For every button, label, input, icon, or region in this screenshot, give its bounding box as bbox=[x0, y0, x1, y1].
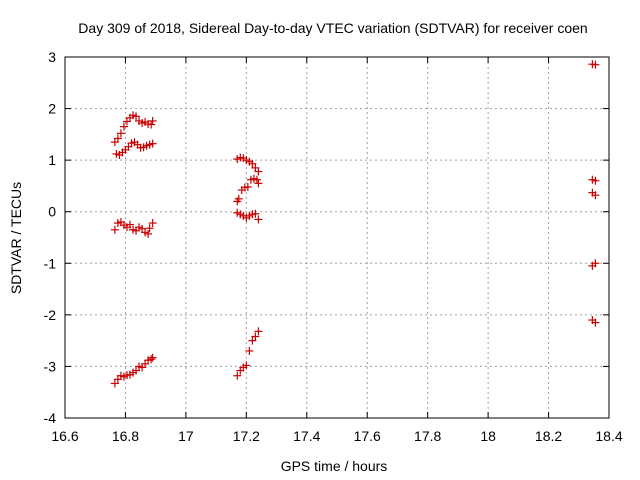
data-point bbox=[254, 215, 263, 224]
data-point bbox=[233, 371, 242, 380]
data-point bbox=[591, 259, 600, 268]
x-tick-label: 17.4 bbox=[293, 428, 320, 444]
grid-lines bbox=[65, 57, 609, 418]
y-tick-label: -2 bbox=[44, 307, 57, 323]
x-tick-label: 17 bbox=[178, 428, 194, 444]
y-tick-labels: -4 -3 -2 -1 0 1 2 3 bbox=[44, 49, 57, 426]
data-point bbox=[591, 191, 600, 200]
data-point bbox=[245, 346, 254, 355]
x-axis-label: GPS time / hours bbox=[281, 458, 388, 474]
x-tick-label: 16.6 bbox=[51, 428, 78, 444]
y-tick-label: -1 bbox=[44, 255, 57, 271]
x-tick-label: 17.8 bbox=[414, 428, 441, 444]
data-point bbox=[591, 318, 600, 327]
y-tick-label: 3 bbox=[48, 49, 56, 65]
data-point bbox=[148, 139, 157, 148]
data-point bbox=[132, 366, 141, 375]
data-point bbox=[148, 219, 157, 228]
y-tick-label: 2 bbox=[48, 101, 56, 117]
chart-title: Day 309 of 2018, Sidereal Day-to-day VTE… bbox=[78, 20, 587, 36]
data-point bbox=[254, 327, 263, 336]
data-point bbox=[242, 361, 251, 370]
data-point bbox=[248, 336, 257, 345]
data-point bbox=[147, 120, 156, 129]
y-tick-label: -4 bbox=[44, 410, 57, 426]
data-point bbox=[243, 182, 252, 191]
data-point bbox=[132, 112, 141, 121]
data-point bbox=[119, 122, 128, 131]
x-tick-label: 17.2 bbox=[233, 428, 260, 444]
data-point bbox=[147, 355, 156, 364]
x-tick-label: 18.4 bbox=[595, 428, 622, 444]
data-point bbox=[251, 209, 260, 218]
data-point bbox=[125, 220, 134, 229]
y-tick-label: 1 bbox=[48, 152, 56, 168]
data-point bbox=[251, 332, 260, 341]
data-point bbox=[113, 134, 122, 143]
data-point bbox=[116, 129, 125, 138]
data-point bbox=[254, 167, 263, 176]
data-point bbox=[148, 116, 157, 125]
y-axis-label: SDTVAR / TECUs bbox=[8, 182, 24, 294]
axis-ticks bbox=[64, 56, 610, 419]
y-tick-label: 0 bbox=[48, 204, 56, 220]
data-point bbox=[144, 229, 153, 238]
x-tick-label: 18.2 bbox=[535, 428, 562, 444]
data-point bbox=[145, 224, 154, 233]
plot-frame bbox=[64, 56, 610, 419]
data-point bbox=[591, 176, 600, 185]
data-point bbox=[110, 379, 119, 388]
y-tick-label: -3 bbox=[44, 358, 57, 374]
data-point bbox=[148, 353, 157, 362]
x-tick-label: 18 bbox=[480, 428, 496, 444]
data-point bbox=[234, 194, 243, 203]
data-points bbox=[110, 60, 600, 388]
data-point bbox=[252, 175, 261, 184]
data-point bbox=[254, 179, 263, 188]
x-tick-label: 16.8 bbox=[112, 428, 139, 444]
data-point bbox=[591, 60, 600, 69]
data-point bbox=[248, 159, 257, 168]
x-tick-labels: 16.6 16.8 17 17.2 17.4 17.6 17.8 18 18.2 18.4 bbox=[51, 428, 622, 444]
data-point bbox=[110, 225, 119, 234]
x-tick-label: 17.6 bbox=[354, 428, 381, 444]
